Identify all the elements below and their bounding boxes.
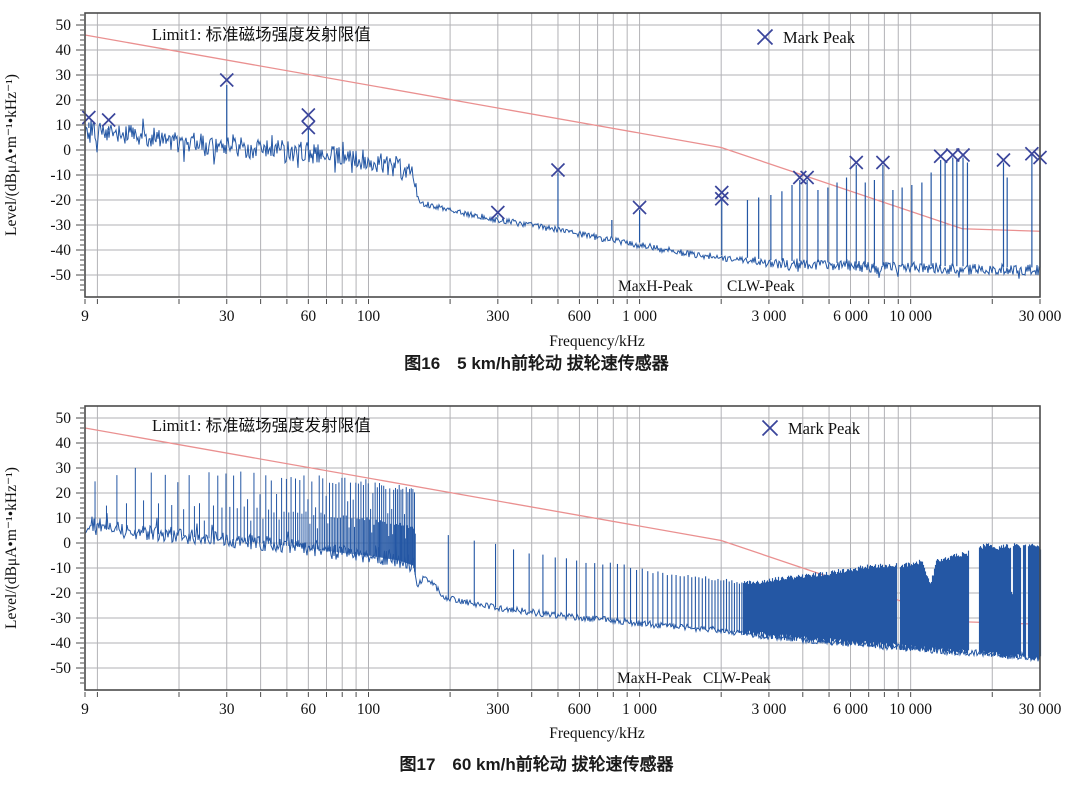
- y-tick-label: -20: [50, 585, 71, 602]
- y-tick-label: 0: [63, 142, 71, 159]
- plot-border: [84, 405, 1041, 691]
- y-axis-label: Level/(dBμA•m⁻¹•kHz⁻¹): [3, 467, 20, 629]
- x-tick-label: 3 000: [751, 701, 786, 718]
- peak-mark-x: [849, 155, 864, 170]
- y-tick-label: -20: [50, 192, 71, 209]
- x-tick-label: 300: [486, 308, 510, 325]
- peak-mark-x: [632, 200, 647, 215]
- y-tick-label: 50: [56, 410, 72, 427]
- x-tick-label: 600: [568, 701, 592, 718]
- peak-mark-x: [550, 162, 566, 178]
- y-tick-label: -50: [50, 267, 71, 284]
- y-tick-label: -10: [50, 560, 71, 577]
- grid: [85, 13, 1040, 297]
- y-tick-label: 50: [56, 17, 72, 34]
- x-tick-label: 60: [301, 701, 317, 718]
- peak-mark-x: [955, 147, 971, 163]
- fig17-chart: 9 30 60 100 300 600 1 000 3 000 6 000 10 000 30 00…: [3, 405, 1062, 742]
- peak-marks: [81, 72, 1048, 220]
- legend-x-icon: [756, 28, 774, 46]
- peak-mark-x: [800, 170, 815, 185]
- y-tick-label: -30: [50, 217, 71, 234]
- x-tick-label: 3 000: [751, 308, 786, 325]
- peak-mark-x: [875, 155, 891, 170]
- y-tick-label: -50: [50, 660, 71, 677]
- x-tick-label: 6 000: [833, 308, 868, 325]
- peak-mark-x: [714, 191, 729, 206]
- peak-mark-x: [490, 205, 505, 220]
- x-tick-label: 30: [219, 308, 235, 325]
- spectrum-trace: [84, 118, 1041, 279]
- peak-mark-x: [714, 185, 729, 200]
- x-tick-label: 600: [568, 308, 592, 325]
- legend-label: Mark Peak: [783, 28, 856, 47]
- x-tick-label: 10 000: [889, 308, 932, 325]
- y-tick-label: -40: [50, 635, 71, 652]
- legend-x-icon: [761, 419, 779, 437]
- peak-spikes: [88, 85, 1041, 268]
- fig17-caption: 图17 60 km/h前轮动 拔轮速传感器: [399, 755, 674, 774]
- x-tick-label: 30 000: [1019, 308, 1062, 325]
- y-axis-label: Level/(dBμA•m⁻¹•kHz⁻¹): [3, 74, 20, 236]
- limit-line-label: Limit1: 标准磁场强度发射限值: [152, 416, 371, 435]
- spectrum-trace: [84, 467, 1042, 663]
- x-tick-label: 100: [357, 701, 381, 718]
- x-tick-label: 6 000: [833, 701, 868, 718]
- x-tick-label: 60: [301, 308, 317, 325]
- x-tick-label: 30: [219, 701, 235, 718]
- y-tick-label: -30: [50, 610, 71, 627]
- y-tick-label: 40: [56, 42, 72, 59]
- fig16-caption: 图16 5 km/h前轮动 拔轮速传感器: [404, 354, 669, 373]
- x-tick-label: 300: [486, 701, 510, 718]
- trace-label: CLW-Peak: [703, 670, 771, 687]
- y-tick-label: 10: [56, 117, 72, 134]
- plot-border: [84, 12, 1041, 298]
- peak-mark-x: [301, 120, 316, 135]
- x-axis-label: Frequency/kHz: [549, 333, 645, 350]
- axes: 9 30 60 100 300 600 1 000 3 000 6 000 10 000 30 00…: [3, 407, 1062, 742]
- fig16-chart: 9 30 60 100 300 600 1 000 3 000 6 000 10 000 30 00…: [3, 12, 1062, 350]
- x-tick-label: 1 000: [622, 701, 657, 718]
- x-tick-label: 10 000: [889, 701, 932, 718]
- legend-label: Mark Peak: [788, 419, 861, 438]
- y-tick-label: 30: [56, 67, 72, 84]
- x-tick-label: 30 000: [1019, 701, 1062, 718]
- axes: 9 30 60 100 300 600 1 000 3 000 6 000 10 000 30 00…: [3, 14, 1062, 350]
- peak-mark-x: [1024, 146, 1039, 161]
- peak-mark-x: [101, 112, 116, 128]
- x-tick-label: 100: [357, 308, 381, 325]
- x-tick-label: 9: [81, 308, 89, 325]
- x-tick-label: 9: [81, 701, 89, 718]
- peak-mark-x: [933, 149, 948, 164]
- y-tick-label: 40: [56, 435, 72, 452]
- y-tick-label: 20: [56, 485, 72, 502]
- peak-mark-x: [945, 147, 960, 163]
- y-tick-label: 30: [56, 460, 72, 477]
- trace-label: CLW-Peak: [727, 278, 795, 295]
- limit-line-label: Limit1: 标准磁场强度发射限值: [152, 25, 371, 44]
- trace-label: MaxH-Peak: [618, 278, 693, 295]
- annotations: Mark Peak Limit1: 标准磁场强度发射限值 MaxH-Peak CLW-…: [152, 25, 856, 295]
- peak-mark-x: [219, 72, 234, 88]
- peak-mark-x: [301, 107, 316, 123]
- y-tick-label: 10: [56, 510, 72, 527]
- peak-mark-x: [996, 152, 1011, 168]
- trace-label: MaxH-Peak: [617, 670, 692, 687]
- peak-mark-x: [792, 170, 807, 185]
- x-axis-label: Frequency/kHz: [549, 725, 645, 742]
- y-tick-label: -10: [50, 167, 71, 184]
- y-tick-label: -40: [50, 242, 71, 259]
- y-tick-label: 0: [63, 535, 71, 552]
- annotations: Mark Peak Limit1: 标准磁场强度发射限值 MaxH-Peak CLW-…: [152, 416, 861, 687]
- y-tick-label: 20: [56, 92, 72, 109]
- x-tick-label: 1 000: [622, 308, 657, 325]
- limit-line: [84, 34, 1041, 232]
